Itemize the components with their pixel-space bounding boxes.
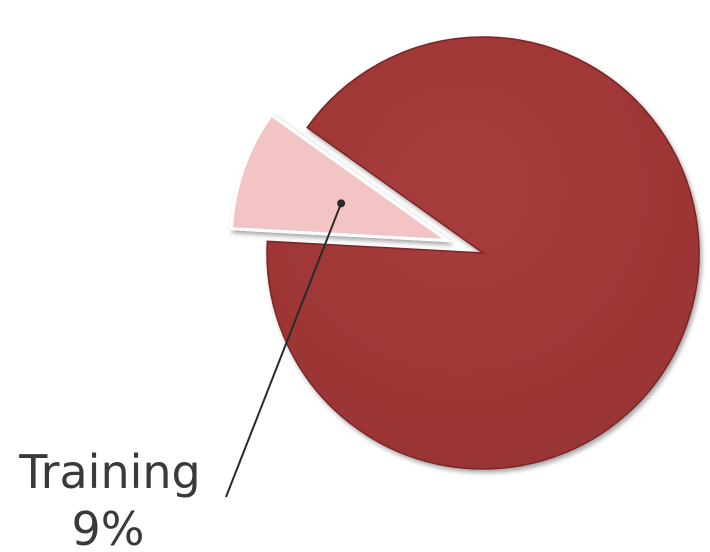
callout-leader-line [225,202,343,498]
pie-slice-main [266,36,700,470]
slice-label-training: Training [18,445,201,499]
pie-callouts: Training 9% [18,199,346,552]
pie-slice-training [229,112,453,243]
pie-slices [229,36,700,470]
slice-value-training: 9% [72,502,145,552]
callout-anchor-dot [337,199,346,208]
